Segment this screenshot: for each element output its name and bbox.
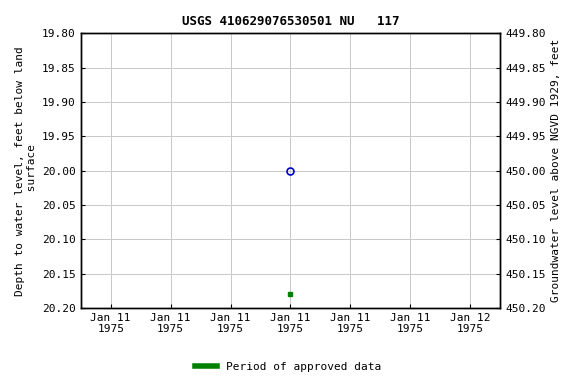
Title: USGS 410629076530501 NU   117: USGS 410629076530501 NU 117	[181, 15, 399, 28]
Y-axis label: Groundwater level above NGVD 1929, feet: Groundwater level above NGVD 1929, feet	[551, 39, 561, 302]
Y-axis label: Depth to water level, feet below land
 surface: Depth to water level, feet below land su…	[15, 46, 37, 296]
Legend: Period of approved data: Period of approved data	[191, 358, 385, 377]
